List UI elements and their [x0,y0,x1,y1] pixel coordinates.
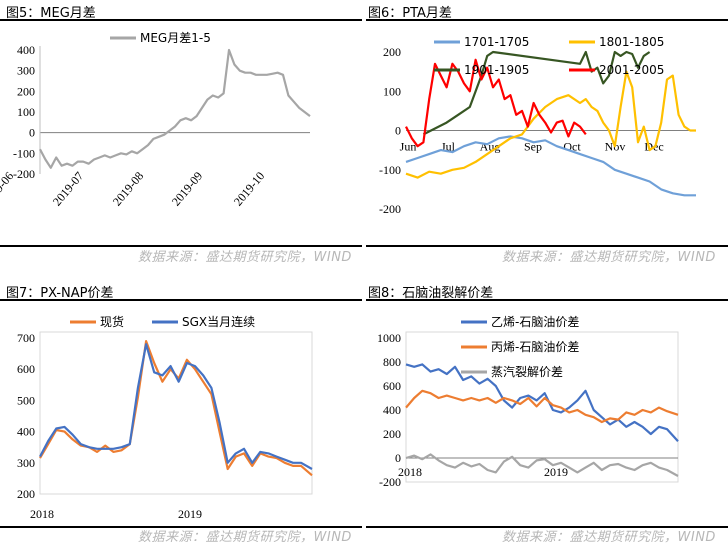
panel-title: 图7：PX-NAP价差 [6,286,114,301]
series-line [405,389,679,424]
legend-label: 2001-2005 [599,63,664,77]
y-tick-label: 200 [17,84,35,98]
y-tick-label: 500 [17,393,35,407]
legend-label: MEG月差1-5 [140,31,211,45]
y-tick-label: 800 [383,355,401,369]
legend-label: 1801-1805 [599,35,664,49]
series-line [405,58,587,148]
legend-label: 丙烯-石脑油价差 [491,340,579,354]
series-line [39,343,313,470]
series-line [405,453,679,477]
title-rule [366,19,728,21]
y-tick-label: 400 [17,425,35,439]
bottom-rule [366,245,728,247]
y-tick-label: 0 [395,124,401,138]
x-tick-label: 2019 [178,507,202,521]
legend-label: SGX当月连续 [182,314,255,329]
series-line [405,363,679,442]
source-note: 数据来源：盛达期货研究院，WIND [502,250,716,265]
plot-frame [39,331,313,495]
legend-label: 1701-1705 [464,35,529,49]
x-tick-label: 2019-09 [169,169,205,209]
y-tick-label: 600 [383,379,401,393]
x-tick-label: 2019-07 [50,169,86,209]
legend-label: 乙烯-石脑油价差 [491,315,579,329]
x-tick-label: 2019 [544,465,568,479]
legend-label: 现货 [100,314,124,329]
title-rule [0,299,362,301]
y-tick-label: 0 [395,451,401,465]
bottom-rule [0,526,362,528]
y-tick-label: 100 [383,84,401,98]
y-tick-label: 300 [17,456,35,470]
y-tick-label: 0 [29,126,35,140]
y-tick-label: 400 [383,403,401,417]
series-line [39,48,311,169]
source-note: 数据来源：盛达期货研究院，WIND [138,250,352,265]
x-tick-label: Jun [400,140,417,154]
y-tick-label: -200 [379,202,401,216]
panel-title: 图6：PTA月差 [368,6,452,21]
y-tick-label: 100 [17,105,35,119]
y-tick-label: 600 [17,362,35,376]
x-tick-label: 2018 [398,465,422,479]
x-tick-label: Sep [524,140,542,154]
y-tick-label: -200 [13,167,35,181]
bottom-rule [366,526,728,528]
y-tick-label: -100 [379,163,401,177]
y-tick-label: 200 [17,487,35,501]
bottom-rule [0,245,362,247]
source-note: 数据来源：盛达期货研究院，WIND [502,530,716,545]
y-tick-label: 300 [17,64,35,78]
px-nap-chart: 700 600 500 400 300 200 2018 2019 现货 SGX当月连续 [17,314,313,521]
legend-label: 蒸汽裂解价差 [491,364,563,379]
y-tick-label: 700 [17,331,35,345]
series-line [405,135,696,197]
y-tick-label: 1000 [377,331,401,345]
series-line [422,50,651,136]
y-tick-label: -200 [379,475,401,489]
panel-title: 图5：MEG月差 [6,6,96,21]
y-tick-label: 200 [383,45,401,59]
y-tick-label: 200 [383,427,401,441]
y-tick-label: -100 [13,146,35,160]
title-rule [0,19,362,21]
x-tick-label: 2018 [30,507,54,521]
source-note: 数据来源：盛达期货研究院，WIND [138,530,352,545]
y-tick-label: 400 [17,43,35,57]
panel-title: 图8：石脑油裂解价差 [368,286,494,301]
series-line [405,70,696,179]
x-tick-label: 2019-08 [110,169,146,209]
legend-label: 1901-1905 [464,63,529,77]
x-tick-label: 2019-10 [231,169,267,209]
title-rule [366,299,728,301]
